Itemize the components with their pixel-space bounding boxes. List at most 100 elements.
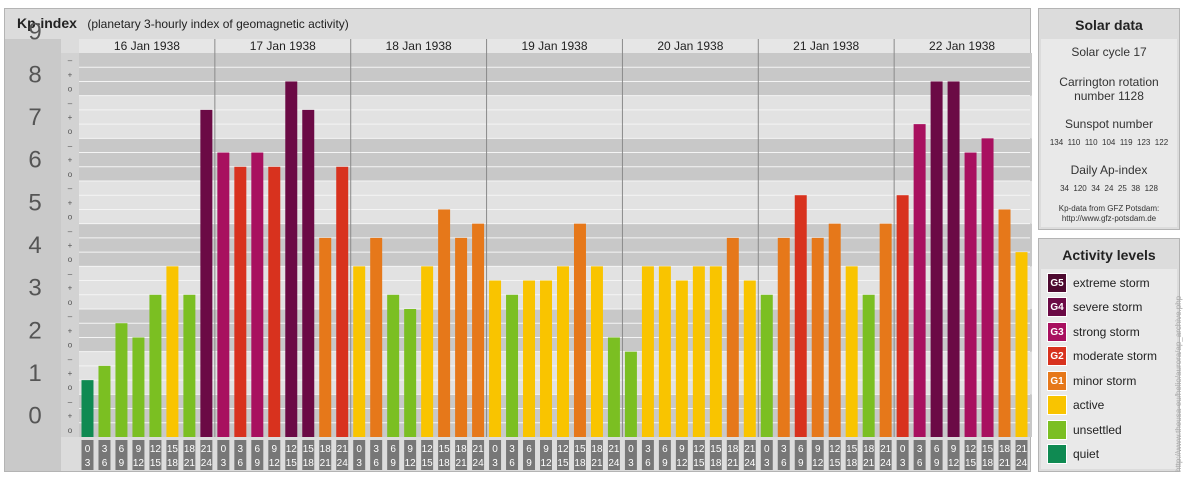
interval-start: 0 [221, 444, 227, 455]
y-band [5, 138, 1032, 181]
y-minor-label: + [68, 412, 73, 421]
interval-start: 15 [303, 444, 315, 455]
y-minor-label: o [68, 383, 73, 392]
interval-end: 18 [846, 458, 858, 469]
kp-bar [709, 266, 722, 437]
interval-cell [760, 440, 773, 470]
y-minor-label: o [68, 213, 73, 222]
interval-cell [387, 440, 400, 470]
y-minor-label: o [68, 85, 73, 94]
interval-start: 12 [150, 444, 162, 455]
interval-start: 3 [102, 444, 108, 455]
interval-start: 9 [136, 444, 142, 455]
interval-cell [573, 440, 586, 470]
kp-bar [285, 81, 298, 437]
interval-cell [302, 440, 315, 470]
interval-cell [183, 440, 196, 470]
day-label: 20 Jan 1938 [657, 39, 723, 53]
interval-start: 12 [693, 444, 705, 455]
interval-end: 3 [356, 458, 362, 469]
interval-cell [998, 440, 1011, 470]
interval-end: 15 [965, 458, 977, 469]
source-line-2: http://www.gfz-potsdam.de [1061, 214, 1157, 223]
carrington-line-1: Carrington rotation [1059, 75, 1159, 89]
activity-levels-panel: Activity levels G5 extreme storm G4 seve… [1038, 238, 1180, 472]
interval-end: 21 [727, 458, 739, 469]
interval-start: 21 [744, 444, 756, 455]
interval-start: 15 [710, 444, 722, 455]
y-minor-label: + [68, 113, 73, 122]
interval-start: 18 [727, 444, 739, 455]
interval-start: 3 [238, 444, 244, 455]
interval-start: 9 [679, 444, 685, 455]
interval-end: 6 [509, 458, 515, 469]
solar-cycle: Solar cycle 17 [1071, 45, 1147, 59]
kp-bar [115, 323, 128, 437]
y-minor-label: o [68, 341, 73, 350]
interval-cell [455, 440, 468, 470]
carrington-line-2: number 1128 [1074, 89, 1144, 103]
interval-cell [285, 440, 298, 470]
interval-cell [370, 440, 383, 470]
chart-subtitle: (planetary 3-hourly index of geomagnetic… [87, 17, 349, 31]
kp-bar [913, 124, 926, 437]
kp-bar-chart: 0123456789o+–o+–o+–o+–o+–o+–o+–o+–o+–16 … [5, 19, 1032, 471]
interval-start: 18 [320, 444, 332, 455]
interval-cell [930, 440, 943, 470]
interval-start: 9 [543, 444, 549, 455]
kp-bar [658, 266, 671, 437]
legend-swatch-g5: G5 [1047, 273, 1067, 293]
legend-item-quiet: quiet [1047, 444, 1099, 464]
y-minor-label: – [68, 312, 73, 321]
interval-end: 12 [405, 458, 417, 469]
interval-end: 18 [982, 458, 994, 469]
interval-start: 12 [829, 444, 841, 455]
interval-cell [913, 440, 926, 470]
y-minor-label: o [68, 298, 73, 307]
interval-end: 6 [373, 458, 379, 469]
interval-end: 12 [812, 458, 824, 469]
interval-end: 12 [133, 458, 145, 469]
y-minor-label: + [68, 156, 73, 165]
legend-swatch-active [1047, 395, 1067, 415]
interval-end: 9 [798, 458, 804, 469]
interval-end: 24 [880, 458, 892, 469]
interval-end: 9 [934, 458, 940, 469]
chart-title: Kp-index [17, 15, 77, 31]
interval-start: 3 [781, 444, 787, 455]
interval-start: 21 [201, 444, 213, 455]
legend-label: severe storm [1073, 300, 1143, 314]
interval-end: 3 [85, 458, 91, 469]
kp-bar [387, 294, 400, 437]
interval-start: 9 [951, 444, 957, 455]
y-tick-label: 6 [28, 147, 41, 174]
y-minor-label: – [68, 355, 73, 364]
kp-bar [845, 266, 858, 437]
interval-end: 12 [676, 458, 688, 469]
day-header-strip [79, 39, 1030, 53]
ap-values: 34 120 34 24 25 38 128 [1060, 184, 1158, 193]
kp-bar [336, 166, 349, 438]
kp-bar [149, 294, 162, 437]
kp-bar [777, 237, 790, 437]
interval-end: 3 [900, 458, 906, 469]
legend-label: active [1073, 398, 1105, 412]
interval-start: 21 [473, 444, 485, 455]
interval-cell [862, 440, 875, 470]
legend-label: extreme storm [1073, 276, 1150, 290]
interval-start: 12 [557, 444, 569, 455]
y-minor-label: + [68, 326, 73, 335]
interval-end: 6 [917, 458, 923, 469]
interval-cell [981, 440, 994, 470]
interval-end: 18 [710, 458, 722, 469]
y-minor-label: – [68, 269, 73, 278]
y-tick-label: 9 [28, 19, 41, 46]
interval-end: 15 [693, 458, 705, 469]
kp-bar [353, 266, 366, 437]
solar-panel-body: Solar cycle 17 Carrington rotation numbe… [1041, 39, 1177, 227]
interval-cell [964, 440, 977, 470]
interval-end: 6 [238, 458, 244, 469]
legend-label: unsettled [1073, 423, 1122, 437]
legend-item-minor-storm: G1 minor storm [1047, 371, 1136, 391]
kp-bar [200, 109, 213, 437]
